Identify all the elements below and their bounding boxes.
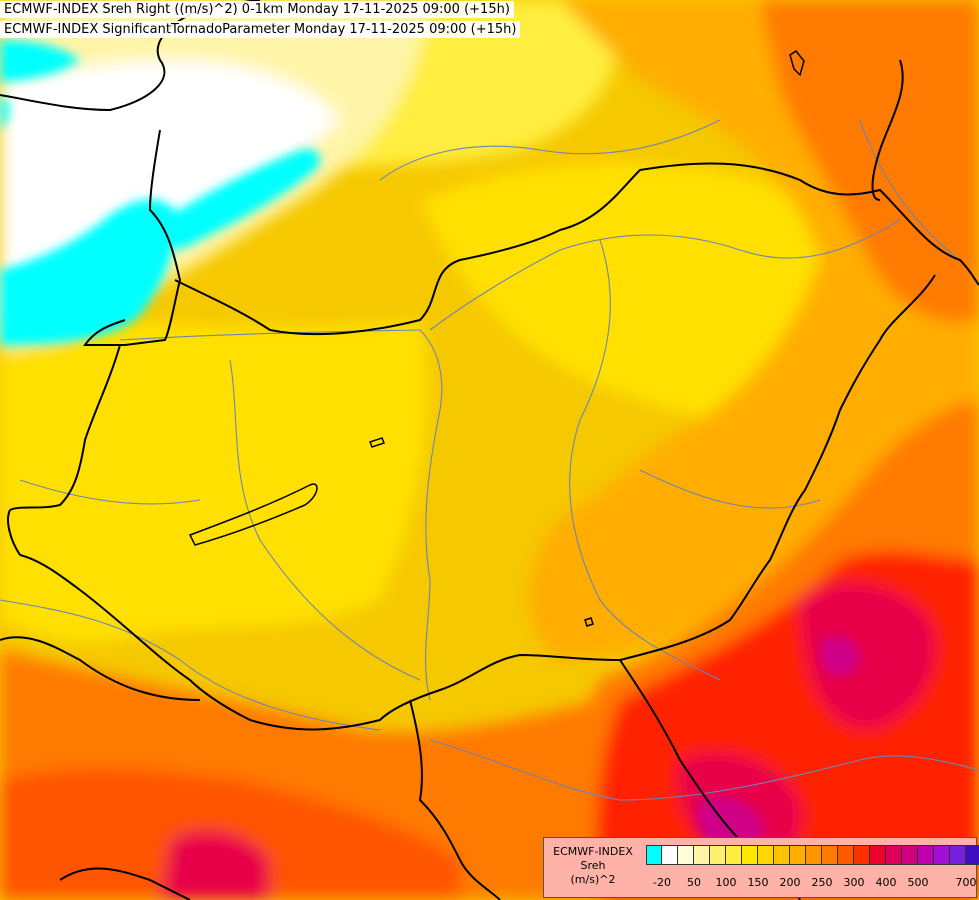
river [229, 359, 421, 681]
legend-swatch [838, 845, 854, 865]
border [174, 162, 979, 336]
legend-tick-label: 250 [811, 876, 833, 889]
river [19, 479, 201, 505]
map-title-stp: ECMWF-INDEX SignificantTornadoParameter … [0, 21, 521, 38]
border [409, 699, 501, 900]
river [429, 219, 901, 331]
lake-spot [369, 437, 385, 448]
field-orange-northeast [760, 0, 979, 322]
border [83, 129, 182, 346]
river [859, 119, 961, 261]
legend-title-variable: Sreh [580, 859, 606, 872]
legend-swatch [726, 845, 742, 865]
lake-spot [584, 617, 594, 627]
legend-swatch [678, 845, 694, 865]
field-cyan-band [150, 149, 320, 250]
river [0, 599, 381, 731]
legend-tick-label: 50 [687, 876, 701, 889]
legend-tick-label: 500 [907, 876, 929, 889]
river [429, 739, 979, 801]
legend-title-source: ECMWF-INDEX [553, 845, 633, 858]
field-crimson-southwest [160, 829, 270, 900]
legend-title-unit: (m/s)^2 [570, 873, 616, 886]
legend-swatch [710, 845, 726, 865]
legend-tick-label: 100 [715, 876, 737, 889]
border [9, 344, 121, 511]
border [871, 59, 904, 201]
legend-tick-label: 150 [747, 876, 769, 889]
legend-tick-label: -20 [653, 876, 671, 889]
border [19, 274, 936, 731]
river [379, 119, 721, 181]
legend-swatch [774, 845, 790, 865]
field-crimson-core-east [800, 582, 937, 730]
color-legend: ECMWF-INDEX Sreh (m/s)^2 -20 50 100 150 200 2… [543, 837, 979, 898]
field-cyan-fringe [0, 95, 10, 130]
border [0, 636, 201, 701]
legend-tick-label: 300 [843, 876, 865, 889]
legend-swatch [902, 845, 918, 865]
legend-swatch [742, 845, 758, 865]
river [119, 329, 443, 701]
rivers [0, 119, 979, 801]
legend-tick-label: 700 [955, 876, 977, 889]
legend-swatch [918, 845, 934, 865]
field-yellow-west [0, 300, 428, 643]
legend-swatch [806, 845, 822, 865]
border [7, 509, 21, 556]
legend-swatch [854, 845, 870, 865]
river [569, 239, 721, 681]
field-cyan-west [0, 199, 176, 345]
field-magenta-spot [820, 636, 860, 676]
legend-title: ECMWF-INDEX Sreh (m/s)^2 [544, 845, 642, 887]
river [639, 469, 821, 509]
legend-swatch [950, 845, 966, 865]
legend-swatch [870, 845, 886, 865]
lake-spot [789, 49, 805, 77]
legend-swatch [694, 845, 710, 865]
field-yellow-center [420, 162, 866, 421]
field-cyan-corner [0, 40, 80, 82]
legend-swatch [886, 845, 902, 865]
map-title-sreh: ECMWF-INDEX Sreh Right ((m/s)^2) 0-1km M… [0, 1, 514, 18]
legend-swatch [822, 845, 838, 865]
lake-balaton [188, 483, 318, 546]
border [59, 867, 191, 900]
legend-swatch [934, 845, 950, 865]
legend-swatch [758, 845, 774, 865]
legend-tick-label: 400 [875, 876, 897, 889]
legend-swatch [662, 845, 678, 865]
legend-swatch [966, 845, 979, 865]
legend-swatch [646, 845, 662, 865]
legend-swatch [790, 845, 806, 865]
legend-tick-label: 200 [779, 876, 801, 889]
lakes [188, 49, 805, 627]
